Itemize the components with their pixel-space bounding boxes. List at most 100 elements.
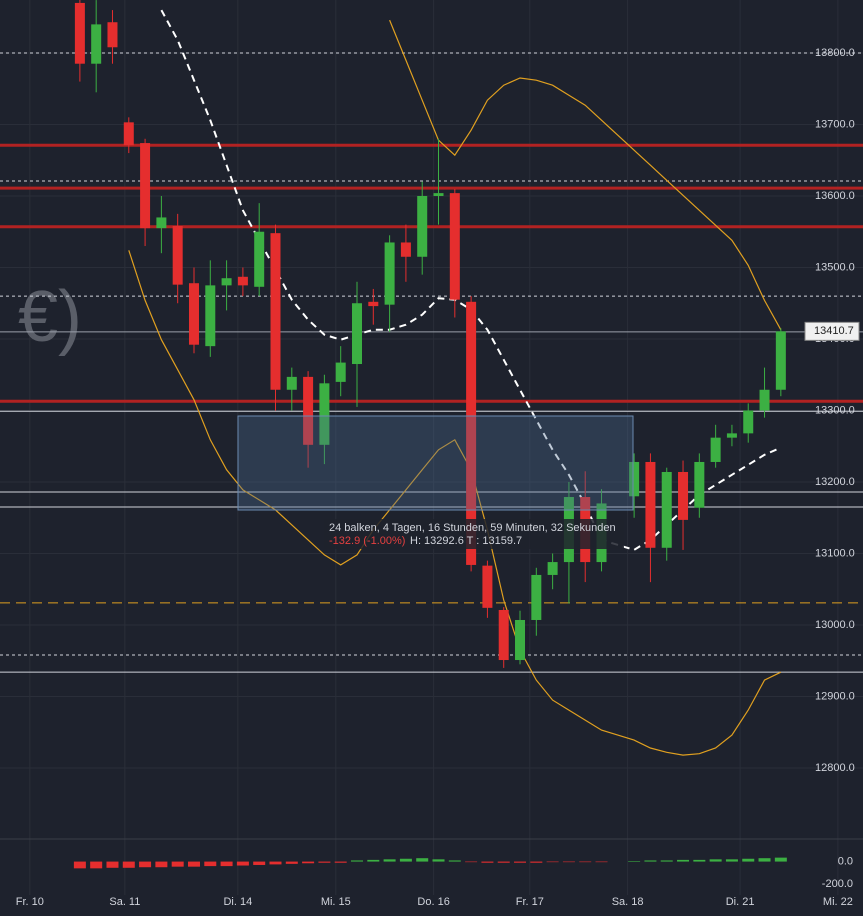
measure-text: 24 balken, 4 Tagen, 16 Stunden, 59 Minut… [329, 522, 616, 534]
candle-body [74, 2, 85, 64]
x-tick-label: Mi. 22 [823, 896, 853, 908]
candle-body [270, 233, 281, 390]
candle-body [482, 565, 493, 608]
indicator-bar [465, 861, 478, 863]
indicator-bar [171, 861, 184, 867]
x-tick-label: Sa. 18 [612, 896, 644, 908]
measure-box [237, 415, 634, 511]
indicator-bar [236, 861, 249, 866]
indicator-bar [155, 861, 168, 868]
indicator-bar [383, 859, 396, 862]
candle-body [254, 231, 265, 287]
indicator-bar [90, 861, 103, 869]
indicator-bar [73, 861, 86, 869]
candle-body [661, 471, 672, 548]
watermark: €) [18, 277, 82, 357]
indicator-bar [725, 859, 738, 862]
y-tick-label: 12800.0 [815, 762, 855, 774]
candle-body [629, 461, 640, 497]
indicator-bar [742, 858, 755, 862]
candle-body [319, 383, 330, 445]
candle-body [466, 301, 477, 565]
indicator-bar [628, 861, 641, 862]
candle-body [498, 609, 509, 661]
indicator-bar [595, 861, 608, 863]
x-tick-label: Fr. 10 [16, 896, 44, 908]
candle-body [221, 278, 232, 286]
indicator-bar [481, 861, 494, 863]
indicator-bar [562, 861, 575, 863]
axes: 12800.0 12900.0 13000.0 13100.0 13200.0 13300… [16, 47, 860, 908]
y-tick-label: 13500.0 [815, 261, 855, 273]
y-tick-label: 13600.0 [815, 190, 855, 202]
candle-body [286, 376, 297, 390]
candle-body [645, 461, 656, 548]
candle-body [188, 283, 199, 345]
y-tick-label: 13700.0 [815, 118, 855, 130]
indicator-bar [285, 861, 298, 864]
y-tick-label: 12900.0 [815, 690, 855, 702]
measure-label-bg [324, 519, 624, 549]
candle-body [107, 22, 118, 48]
indicator-bar [758, 858, 771, 862]
indicator-bar [220, 861, 233, 867]
indicator-bar [546, 861, 559, 863]
candle-body [384, 242, 395, 305]
indicator-bar [432, 859, 445, 862]
last-price-label: 13410.7 [814, 325, 854, 337]
candle-body [694, 461, 705, 508]
candle-body [123, 122, 134, 146]
overlay-line [389, 19, 782, 330]
candle-body [237, 276, 248, 286]
x-tick-label: Di. 21 [726, 896, 755, 908]
candle-body [547, 562, 558, 575]
indicator-bar [139, 861, 152, 868]
indicator-bar [579, 861, 592, 863]
candle-body [400, 242, 411, 257]
measure-range: H: 13292.6 T : 13159.7 [410, 535, 522, 547]
indicator-bar [399, 858, 412, 862]
indicator-bar [204, 861, 217, 867]
indicator-bar [530, 861, 543, 863]
indicator-pane: 0.0 -200.0 [73, 855, 853, 890]
indicator-bar [709, 859, 722, 862]
indicator-bar [302, 861, 315, 864]
indicator-bar [253, 861, 266, 865]
indicator-bar [187, 861, 200, 867]
indicator-bar [448, 860, 461, 862]
candle-body [368, 301, 379, 307]
indicator-bar [122, 861, 135, 868]
indicator-bar [497, 861, 510, 863]
indicator-bar [774, 857, 787, 862]
candle-body [531, 574, 542, 620]
indicator-bar [693, 859, 706, 862]
indicator-bar [416, 858, 429, 862]
candle-body [156, 217, 167, 229]
indicator-bar [367, 859, 380, 862]
candle-body [759, 389, 770, 411]
candle-body [449, 193, 460, 300]
indicator-bar [318, 861, 331, 863]
candle-body [710, 437, 721, 462]
indicator-bar [351, 860, 364, 862]
x-tick-label: Fr. 17 [516, 896, 544, 908]
y-tick-label: 13800.0 [815, 47, 855, 59]
candle-body [743, 410, 754, 434]
candle-body [417, 195, 428, 257]
overlay-line [128, 250, 782, 756]
indicator-tick-label: 0.0 [838, 855, 853, 867]
x-tick-label: Sa. 11 [109, 896, 140, 908]
x-tick-label: Do. 16 [417, 896, 449, 908]
candle-body [91, 24, 102, 64]
indicator-tick-label: -200.0 [822, 878, 853, 890]
indicator-bar [106, 861, 119, 868]
candle-body [205, 285, 216, 347]
candle-body [172, 226, 183, 285]
x-tick-label: Di. 14 [223, 896, 252, 908]
candle-body [775, 331, 786, 390]
last-price-box [804, 321, 860, 341]
measure-change: -132.9 (-1.00%) [329, 535, 405, 547]
y-tick-label: 13000.0 [815, 619, 855, 631]
indicator-bar [660, 860, 673, 862]
